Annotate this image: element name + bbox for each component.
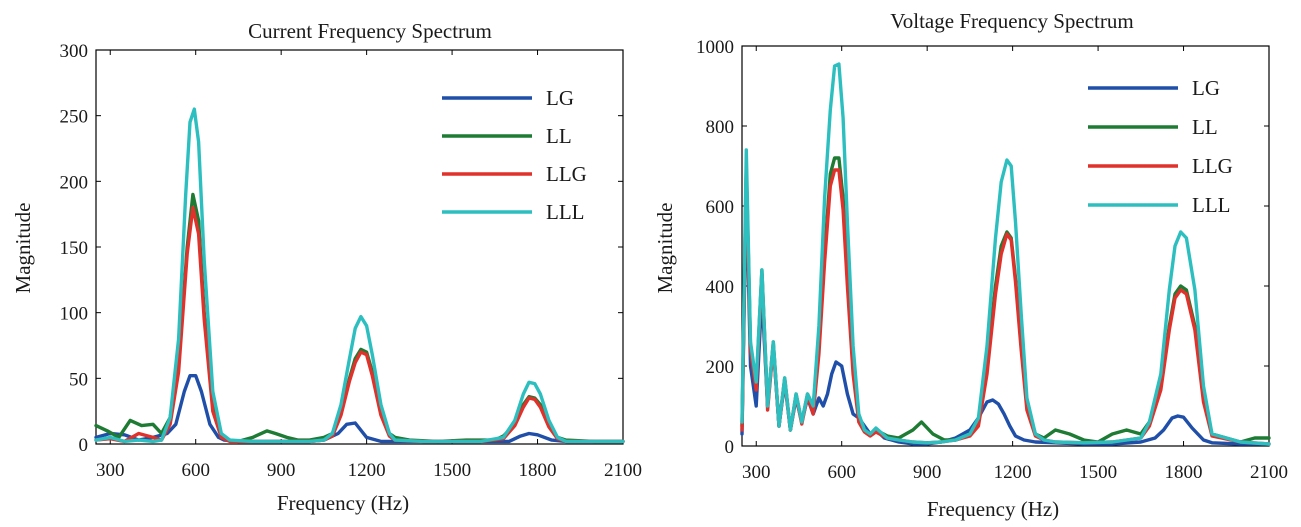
legend: LG LL LLG LLL — [442, 86, 587, 224]
x-tick-label: 300 — [742, 462, 771, 483]
legend-label-llg: LLG — [1192, 154, 1233, 178]
y-tick-label: 1000 — [696, 37, 734, 58]
plot-marks — [94, 49, 625, 445]
x-tick-label: 1500 — [433, 460, 471, 481]
y-tick-label: 800 — [706, 117, 735, 138]
x-tick-label: 1200 — [994, 462, 1032, 483]
chart-title: Current Frequency Spectrum — [248, 19, 492, 43]
x-tick-label: 1800 — [519, 460, 557, 481]
series-line-lll — [94, 107, 625, 444]
y-tick-label: 300 — [60, 41, 89, 62]
x-tick-label: 300 — [96, 460, 125, 481]
x-tick-label: 2100 — [604, 460, 642, 481]
tick-labels: 300 600 900 1200 1500 1800 2100 0 50 100 150 200 250… — [60, 41, 643, 481]
y-axis-label: Magnitude — [11, 203, 35, 294]
legend: LG LL LLG LLL — [1088, 76, 1233, 217]
chart-current: Current Frequency Spectrum 300 600 900 1200… — [11, 19, 642, 515]
legend-label-lll: LLL — [1192, 193, 1230, 217]
y-tick-label: 100 — [60, 304, 89, 325]
x-tick-label: 1200 — [348, 460, 386, 481]
chart-title: Voltage Frequency Spectrum — [890, 9, 1133, 33]
y-tick-label: 600 — [706, 197, 735, 218]
y-tick-label: 50 — [69, 369, 88, 390]
legend-label-lll: LLL — [546, 200, 584, 224]
y-tick-label: 0 — [725, 437, 735, 458]
x-tick-label: 900 — [267, 460, 296, 481]
x-tick-label: 600 — [181, 460, 210, 481]
x-axis-label: Frequency (Hz) — [927, 497, 1059, 521]
legend-label-ll: LL — [1192, 115, 1218, 139]
plot-frame — [741, 45, 1270, 447]
y-tick-label: 0 — [79, 435, 89, 456]
y-tick-label: 200 — [60, 172, 89, 193]
series-line-lll — [740, 62, 1271, 446]
y-tick-label: 250 — [60, 107, 89, 128]
x-axis-label: Frequency (Hz) — [277, 491, 409, 515]
legend-label-lg: LG — [546, 86, 574, 110]
plot-marks — [740, 45, 1271, 447]
x-tick-label: 1800 — [1165, 462, 1203, 483]
x-tick-label: 900 — [913, 462, 942, 483]
tick-labels: 300 600 900 1200 1500 1800 2100 0 200 400 600 800 10… — [696, 37, 1288, 483]
legend-label-ll: LL — [546, 124, 572, 148]
series-line-llg — [94, 205, 625, 444]
y-tick-label: 150 — [60, 238, 89, 259]
y-tick-label: 400 — [706, 277, 735, 298]
x-tick-label: 600 — [827, 462, 856, 483]
legend-label-lg: LG — [1192, 76, 1220, 100]
y-tick-label: 200 — [706, 357, 735, 378]
y-axis-label: Magnitude — [653, 203, 677, 294]
x-tick-label: 2100 — [1250, 462, 1288, 483]
legend-label-llg: LLG — [546, 162, 587, 186]
chart-voltage: Voltage Frequency Spectrum 300 600 900 1200… — [653, 9, 1288, 521]
x-tick-label: 1500 — [1079, 462, 1117, 483]
